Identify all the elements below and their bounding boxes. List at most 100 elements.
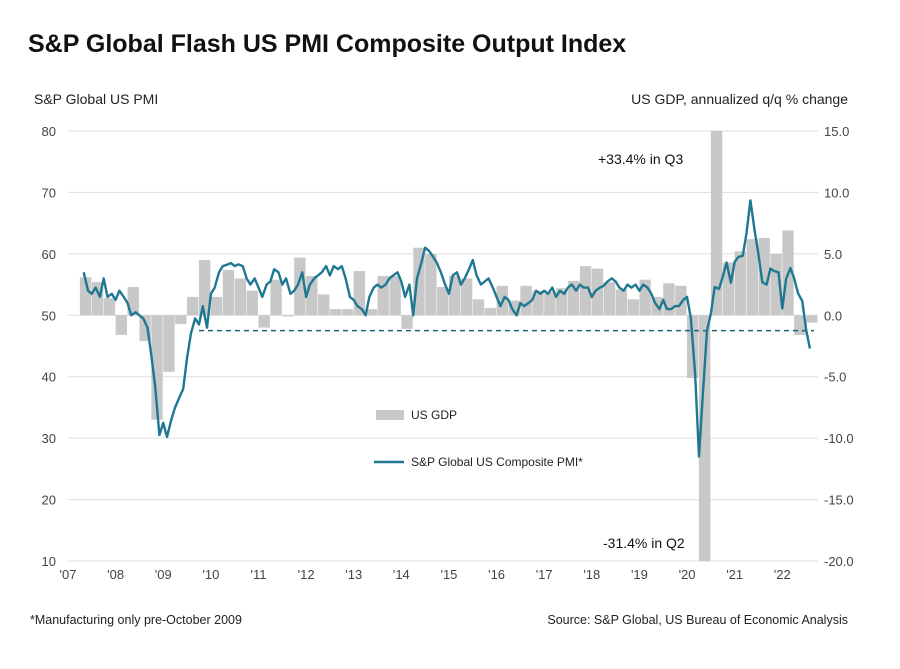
right-tick-label: -5.0 — [824, 370, 846, 385]
left-tick-label: 20 — [42, 493, 56, 508]
gdp-bar — [722, 262, 735, 316]
pmi-series-line — [82, 199, 812, 458]
x-tick-label: '10 — [202, 567, 219, 582]
x-tick-label: '15 — [440, 567, 457, 582]
gdp-bar — [746, 239, 758, 316]
gdp-bar — [341, 309, 354, 316]
right-tick-label: 10.0 — [824, 185, 849, 200]
x-tick-label: '20 — [679, 567, 696, 582]
gdp-bar — [270, 279, 282, 316]
gdp-bar — [210, 296, 223, 316]
gdp-bar — [758, 237, 770, 316]
x-tick-label: '17 — [536, 567, 553, 582]
gdp-bar — [139, 315, 151, 342]
x-tick-label: '21 — [726, 567, 743, 582]
x-tick-label: '09 — [155, 567, 172, 582]
gdp-bar — [460, 278, 473, 316]
legend-label-gdp: US GDP — [411, 408, 457, 422]
gdp-bar — [472, 299, 485, 316]
gdp-bar — [663, 283, 675, 316]
gdp-bar — [246, 290, 258, 316]
gdp-bar — [437, 287, 449, 316]
gdp-bar — [294, 257, 306, 316]
right-tick-label: 15.0 — [824, 124, 849, 139]
gdp-bar — [377, 275, 389, 316]
gdp-bar — [222, 269, 235, 316]
gdp-bar — [425, 253, 437, 316]
gdp-bar — [639, 279, 651, 316]
gdp-bar — [353, 271, 366, 316]
left-tick-label: 10 — [42, 554, 56, 569]
gdp-bar — [79, 277, 92, 316]
legend-swatch-gdp — [376, 410, 404, 420]
gdp-bar — [508, 300, 520, 316]
right-tick-label: 0.0 — [824, 308, 842, 323]
gdp-bar — [401, 315, 413, 329]
x-tick-label: '18 — [583, 567, 600, 582]
gdp-bar — [91, 282, 104, 316]
gdp-bar — [675, 285, 687, 316]
gdp-bar — [115, 315, 128, 335]
gdp-bar — [151, 315, 163, 420]
gdp-bar — [127, 287, 139, 316]
gdp-bar — [175, 315, 187, 324]
gdp-bar — [556, 288, 568, 316]
annotation-q3: +33.4% in Q3 — [598, 151, 683, 167]
gdp-bar — [603, 282, 616, 316]
gdp-bar — [187, 296, 199, 316]
left-tick-label: 30 — [42, 431, 56, 446]
annotation-q2: -31.4% in Q2 — [603, 535, 685, 551]
gdp-bar — [389, 275, 401, 316]
gdp-bar — [198, 260, 211, 316]
left-tick-label: 50 — [42, 308, 56, 323]
right-tick-label: 5.0 — [824, 247, 842, 262]
x-tick-label: '16 — [488, 567, 505, 582]
gdp-bar — [579, 266, 592, 316]
gdp-bar — [544, 291, 556, 316]
right-axis-label: US GDP, annualized q/q % change — [631, 91, 848, 107]
gdp-bar — [484, 307, 497, 316]
gdp-bar — [329, 309, 342, 316]
gdp-bar — [734, 251, 747, 316]
chart-title: S&P Global Flash US PMI Composite Output… — [28, 30, 627, 58]
gdp-bar — [258, 315, 270, 328]
gdp-bar — [365, 309, 378, 316]
right-tick-label: -15.0 — [824, 493, 854, 508]
gdp-bar — [615, 289, 628, 316]
x-tick-label: '08 — [107, 567, 124, 582]
source-note: Source: S&P Global, US Bureau of Economi… — [547, 613, 848, 627]
gdp-bar — [532, 290, 544, 316]
gdp-bar — [234, 278, 247, 316]
gdp-bar — [794, 315, 806, 335]
right-tick-label: -10.0 — [824, 431, 854, 446]
x-tick-label: '12 — [298, 567, 315, 582]
gdp-bar — [318, 294, 330, 316]
legend-label-pmi: S&P Global US Composite PMI* — [411, 455, 583, 469]
gdp-bar — [698, 315, 711, 561]
gdp-bar — [306, 275, 318, 316]
x-tick-label: '11 — [250, 567, 266, 582]
gdp-bar — [627, 299, 639, 316]
x-tick-label: '19 — [631, 567, 648, 582]
right-tick-label: -20.0 — [824, 554, 854, 569]
gdp-bar — [770, 253, 782, 316]
left-tick-label: 70 — [42, 185, 56, 200]
gdp-bar — [520, 285, 532, 316]
x-tick-label: '14 — [393, 567, 410, 582]
gdp-bar — [591, 268, 604, 316]
left-tick-label: 40 — [42, 370, 56, 385]
footnote: *Manufacturing only pre-October 2009 — [30, 613, 242, 627]
gdp-bar — [282, 315, 294, 317]
gdp-bar — [806, 315, 818, 323]
left-axis-label: S&P Global US PMI — [34, 91, 159, 107]
x-tick-label: '07 — [60, 567, 77, 582]
x-tick-label: '22 — [774, 567, 791, 582]
gdp-bar — [568, 280, 580, 316]
left-tick-label: 80 — [42, 124, 56, 139]
gdp-bar — [448, 275, 461, 316]
gdp-bar — [103, 298, 116, 316]
gdp-bar — [163, 315, 175, 372]
gdp-bar — [710, 131, 723, 316]
left-tick-label: 60 — [42, 247, 56, 262]
